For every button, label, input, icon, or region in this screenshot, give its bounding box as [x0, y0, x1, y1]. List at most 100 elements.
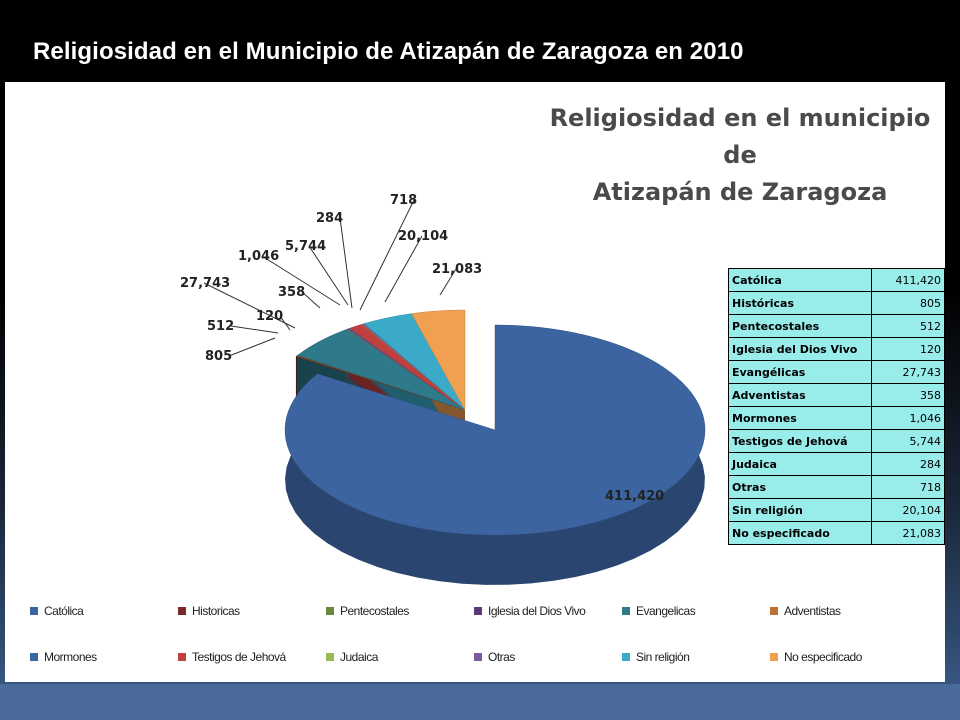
- legend-label: Evangelicas: [636, 604, 696, 618]
- legend-swatch: [622, 607, 630, 615]
- data-label: 27,743: [180, 276, 230, 291]
- table-cell-value: 284: [871, 452, 945, 476]
- table-cell-category: Iglesia del Dios Vivo: [728, 337, 872, 361]
- legend-swatch: [326, 653, 334, 661]
- table-cell-value: 805: [871, 291, 945, 315]
- leader-line: [308, 245, 349, 306]
- chart-title-line1: Religiosidad en el municipio de: [549, 104, 931, 169]
- legend-swatch: [30, 653, 38, 661]
- legend-item: Testigos de Jehová: [178, 650, 286, 664]
- legend-swatch: [178, 607, 186, 615]
- legend-item: Otras: [474, 650, 515, 664]
- leader-line: [228, 337, 276, 357]
- table-cell-value: 718: [871, 475, 945, 499]
- table-cell-category: Adventistas: [728, 383, 872, 407]
- table-cell-category: Históricas: [728, 291, 872, 315]
- data-label: 120: [256, 309, 283, 324]
- table-cell-value: 27,743: [871, 360, 945, 384]
- table-cell-value: 20,104: [871, 498, 945, 522]
- bottom-strip: [0, 684, 960, 720]
- table-cell-category: Católica: [728, 268, 872, 292]
- data-label: 358: [278, 285, 305, 300]
- table-cell-category: No especificado: [728, 521, 872, 545]
- legend-label: Historicas: [192, 604, 240, 618]
- legend-label: Mormones: [44, 650, 97, 664]
- table-cell-value: 358: [871, 383, 945, 407]
- table-row: Sin religión 20,104: [728, 498, 945, 522]
- data-label: 1,046: [238, 249, 279, 264]
- pie-slice-cat-lica: [284, 324, 706, 536]
- legend-swatch: [474, 607, 482, 615]
- legend-swatch: [770, 607, 778, 615]
- table-row: Otras 718: [728, 475, 945, 499]
- legend-item: Iglesia del Dios Vivo: [474, 604, 586, 618]
- leader-line: [439, 268, 457, 296]
- table-cell-category: Evangélicas: [728, 360, 872, 384]
- legend-swatch: [178, 653, 186, 661]
- legend-item: Adventistas: [770, 604, 841, 618]
- data-label: 20,104: [398, 229, 448, 244]
- table-cell-value: 21,083: [871, 521, 945, 545]
- data-label: 718: [390, 193, 417, 208]
- pie-slice-no-especificado: [411, 309, 466, 411]
- slide-title: Religiosidad en el Municipio de Atizapán…: [33, 38, 744, 65]
- data-label: 21,083: [432, 262, 482, 277]
- legend-item: No especificado: [770, 650, 862, 664]
- legend-swatch: [474, 653, 482, 661]
- legend-item: Judaica: [326, 650, 378, 664]
- leader-line: [359, 199, 415, 311]
- legend-swatch: [622, 653, 630, 661]
- legend-label: Iglesia del Dios Vivo: [488, 604, 586, 618]
- legend-item: Historicas: [178, 604, 240, 618]
- legend-item: Católica: [30, 604, 84, 618]
- leader-line: [230, 325, 279, 334]
- table-cell-value: 120: [871, 337, 945, 361]
- legend-item: Mormones: [30, 650, 97, 664]
- table-cell-category: Testigos de Jehová: [728, 429, 872, 453]
- table-cell-category: Pentecostales: [728, 314, 872, 338]
- legend-swatch: [326, 607, 334, 615]
- table-row: Judaica 284: [728, 452, 945, 476]
- legend-label: Adventistas: [784, 604, 841, 618]
- legend-label: Católica: [44, 604, 84, 618]
- leader-line: [339, 217, 353, 309]
- legend-label: Pentecostales: [340, 604, 409, 618]
- table-cell-category: Mormones: [728, 406, 872, 430]
- legend-label: Judaica: [340, 650, 378, 664]
- data-table: Católica 411,420 Históricas 805 Pentecostale…: [728, 268, 945, 545]
- leader-line: [261, 255, 341, 306]
- data-label: 805: [205, 349, 232, 364]
- legend-item: Pentecostales: [326, 604, 409, 618]
- table-row: Históricas 805: [728, 291, 945, 315]
- table-cell-value: 1,046: [871, 406, 945, 430]
- table-row: No especificado 21,083: [728, 521, 945, 545]
- data-label: 284: [316, 211, 343, 226]
- table-cell-value: 5,744: [871, 429, 945, 453]
- table-row: Testigos de Jehová 5,744: [728, 429, 945, 453]
- legend-item: Sin religión: [622, 650, 690, 664]
- table-row: Mormones 1,046: [728, 406, 945, 430]
- table-cell-category: Sin religión: [728, 498, 872, 522]
- table-row: Católica 411,420: [728, 268, 945, 292]
- table-cell-category: Judaica: [728, 452, 872, 476]
- table-cell-value: 512: [871, 314, 945, 338]
- leader-line: [384, 235, 423, 303]
- leader-line: [203, 282, 296, 329]
- data-label: 512: [207, 319, 234, 334]
- legend-label: Testigos de Jehová: [192, 650, 286, 664]
- legend-label: Otras: [488, 650, 515, 664]
- table-row: Evangélicas 27,743: [728, 360, 945, 384]
- chart-title: Religiosidad en el municipio de Atizapán…: [540, 100, 940, 211]
- table-row: Iglesia del Dios Vivo 120: [728, 337, 945, 361]
- table-cell-category: Otras: [728, 475, 872, 499]
- data-label: 411,420: [605, 489, 664, 504]
- table-cell-value: 411,420: [871, 268, 945, 292]
- chart-title-line2: Atizapán de Zaragoza: [592, 178, 888, 206]
- legend-item: Evangelicas: [622, 604, 696, 618]
- leader-line: [301, 291, 321, 309]
- legend-label: Sin religión: [636, 650, 690, 664]
- legend-swatch: [30, 607, 38, 615]
- legend-swatch: [770, 653, 778, 661]
- legend-label: No especificado: [784, 650, 862, 664]
